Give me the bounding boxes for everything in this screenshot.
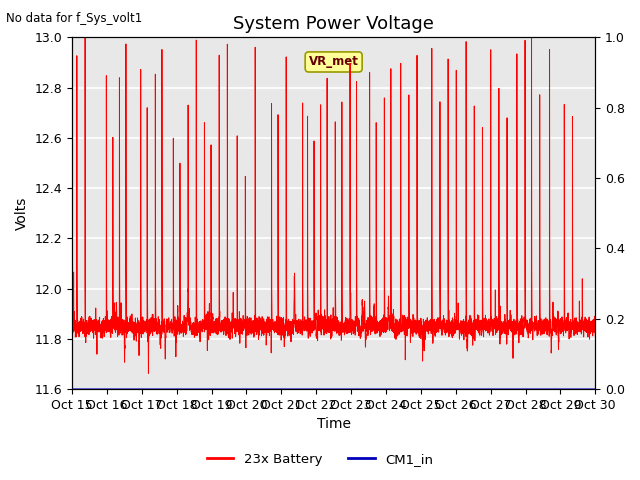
Text: No data for f_Sys_volt1: No data for f_Sys_volt1 [6,12,143,25]
Legend: 23x Battery, CM1_in: 23x Battery, CM1_in [202,447,438,471]
X-axis label: Time: Time [317,418,351,432]
Y-axis label: Volts: Volts [15,196,29,230]
Title: System Power Voltage: System Power Voltage [233,15,434,33]
Text: VR_met: VR_met [308,56,358,69]
